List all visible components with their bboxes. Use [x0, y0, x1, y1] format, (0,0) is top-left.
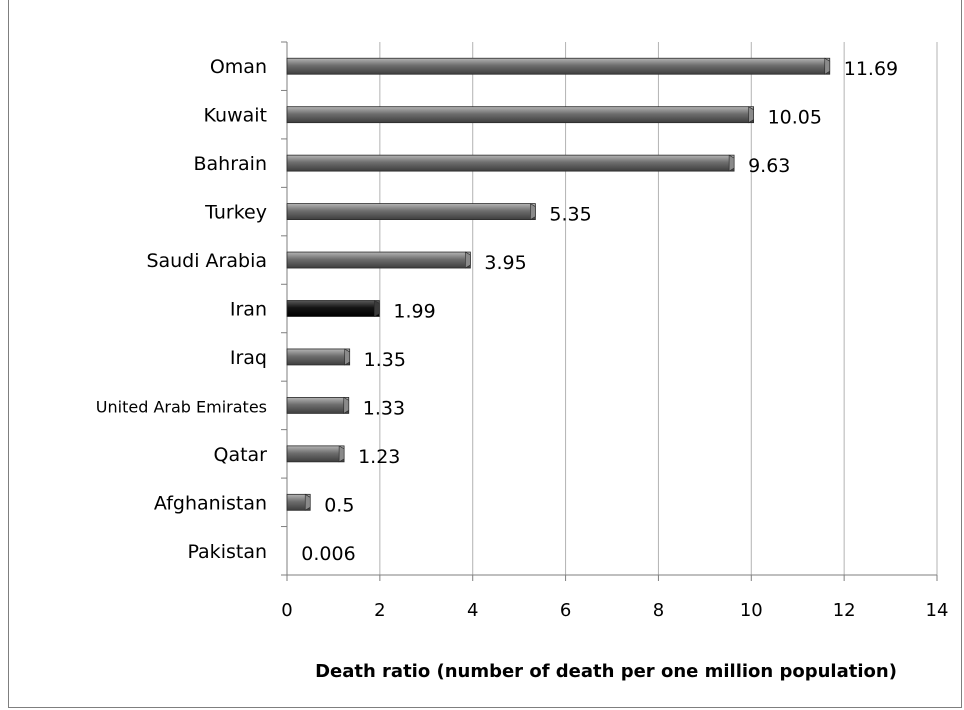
data-label: 1.33 — [363, 397, 405, 419]
bar-rect — [286, 300, 380, 317]
chart-frame: 0 2 4 6 8 10 12 14 Oman 11.69 Kuwait 10.05 Bahrain 9.… — [8, 0, 962, 708]
bar-cap — [338, 445, 345, 463]
bar-cap — [304, 493, 311, 511]
bar-rect — [286, 154, 735, 172]
x-tick-label: 12 — [833, 600, 856, 621]
category-label: Bahrain — [194, 153, 268, 175]
data-label: 1.99 — [393, 301, 435, 323]
bar-rect — [286, 57, 831, 75]
x-tick-label: 10 — [740, 600, 763, 621]
data-label: 11.69 — [844, 58, 898, 80]
data-label: 10.05 — [768, 107, 822, 129]
category-label: Kuwait — [204, 105, 267, 127]
x-tick-label: 2 — [374, 600, 385, 621]
bar-qatar — [286, 445, 345, 463]
bar-rect — [286, 106, 755, 124]
data-label: 9.63 — [748, 155, 790, 177]
category-label: Turkey — [204, 202, 267, 224]
bar-cap — [344, 348, 350, 366]
bar-saudi-arabia — [286, 251, 471, 269]
category-label: Oman — [210, 56, 267, 78]
x-tick-label: 8 — [653, 600, 664, 621]
x-tick-label: 0 — [281, 600, 292, 621]
category-label: Saudi Arabia — [146, 250, 267, 272]
bar-rect — [286, 445, 345, 463]
category-label: Iraq — [230, 347, 267, 369]
data-label: 5.35 — [549, 204, 591, 226]
category-label: Qatar — [213, 444, 267, 466]
bar-chart: 0 2 4 6 8 10 12 14 Oman 11.69 Kuwait 10.05 Bahrain 9.… — [96, 41, 949, 682]
category-label: United Arab Emirates — [96, 397, 267, 416]
bar-cap — [374, 299, 380, 318]
bar-kuwait — [286, 106, 755, 124]
x-tick-label: 14 — [926, 600, 949, 621]
bar-cap — [343, 396, 350, 414]
bar-rect — [286, 397, 350, 414]
bar-turkey — [286, 203, 536, 221]
bar-cap — [748, 106, 754, 124]
x-tick-label: 4 — [467, 600, 478, 621]
category-label: Afghanistan — [154, 492, 267, 514]
bar-cap — [728, 154, 735, 172]
labels: 0 2 4 6 8 10 12 14 Oman 11.69 Kuwait 10.05 Bahrain 9.… — [96, 56, 949, 621]
bar-iraq — [286, 348, 351, 366]
category-label: Iran — [230, 299, 267, 321]
bars — [286, 57, 831, 511]
gridlines — [379, 42, 938, 575]
bar-cap — [530, 203, 536, 221]
bar-rect — [286, 348, 351, 366]
bar-united-arab-emirates — [286, 396, 350, 414]
x-axis-title: Death ratio (number of death per one mil… — [315, 661, 897, 682]
data-label: 1.23 — [358, 446, 400, 468]
bar-iran — [286, 299, 380, 318]
category-label: Pakistan — [187, 541, 267, 563]
bar-afghanistan — [286, 493, 311, 511]
data-label: 0.006 — [301, 543, 355, 565]
x-tick-label: 6 — [560, 600, 571, 621]
bar-cap — [824, 57, 831, 75]
bar-bahrain — [286, 154, 735, 172]
bar-rect — [286, 203, 536, 220]
data-label: 1.35 — [364, 349, 406, 371]
bar-cap — [465, 251, 471, 269]
data-label: 3.95 — [484, 252, 526, 274]
bar-oman — [286, 57, 831, 75]
bar-rect — [286, 251, 471, 269]
data-label: 0.5 — [324, 494, 354, 516]
